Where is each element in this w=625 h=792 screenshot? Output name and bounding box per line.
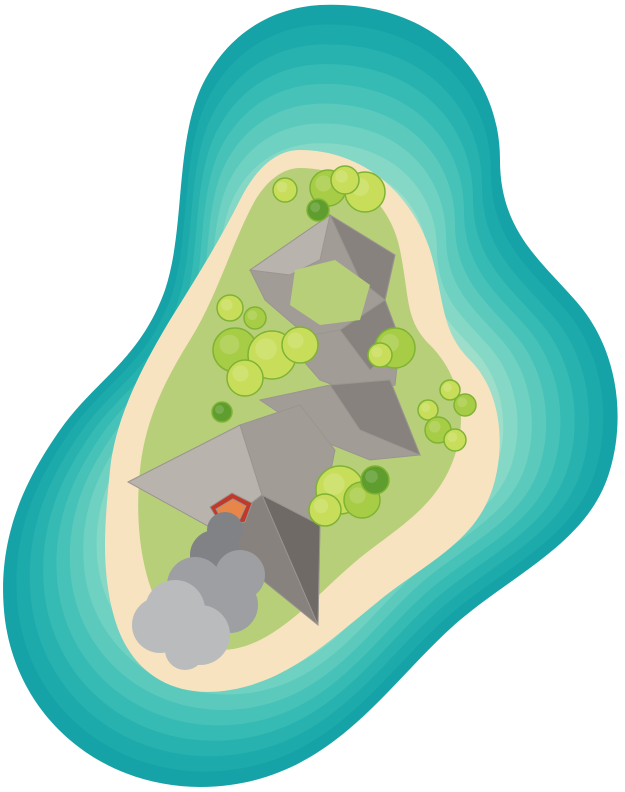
tree-canopy (211, 401, 233, 423)
ridge-east-shadow (329, 379, 421, 456)
ridge-north-face (248, 213, 331, 276)
tree-canopy (216, 294, 244, 322)
tree-canopy (226, 359, 264, 397)
tree-canopy (453, 393, 477, 417)
tree-canopy (281, 326, 319, 364)
volcano-mountain (126, 213, 421, 627)
mountain-meadow (290, 260, 370, 325)
tree-canopy (306, 198, 330, 222)
tree-clusters (211, 165, 477, 527)
tree-canopy (439, 379, 461, 401)
tree-canopy (443, 428, 467, 452)
tree-canopy (272, 177, 298, 203)
meadow-patch (290, 260, 370, 325)
tree-canopy (424, 416, 452, 444)
tree-canopy (330, 165, 360, 195)
tree-canopy (367, 342, 393, 368)
tree-canopy (243, 306, 267, 330)
volcano-smoke (132, 512, 265, 670)
tree-canopy (417, 399, 439, 421)
tree-canopy (308, 493, 342, 527)
tree-canopy (360, 465, 390, 495)
smoke-puff (165, 630, 205, 670)
volcano-shadow (260, 493, 321, 626)
